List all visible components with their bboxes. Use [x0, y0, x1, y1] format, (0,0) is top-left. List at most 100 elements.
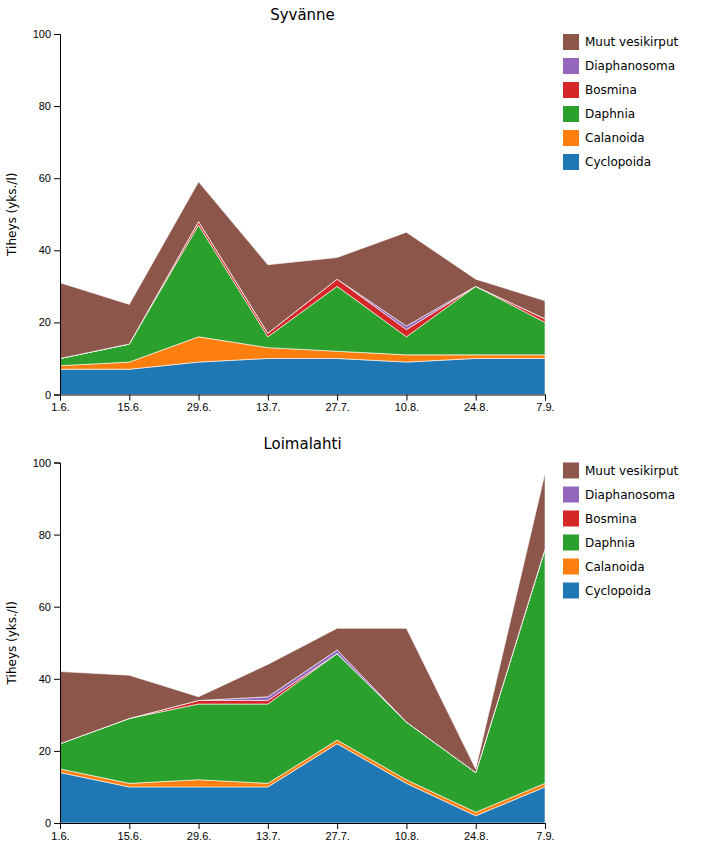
x-tick: 27.7.	[325, 823, 349, 842]
tick-label: 0	[45, 389, 51, 401]
area-layer	[60, 473, 545, 772]
axis-line	[61, 395, 546, 401]
legend-label: Bosmina	[585, 83, 637, 97]
legend-label: Cyclopoida	[585, 155, 651, 169]
tick-label: 29.6.	[187, 401, 211, 413]
tick-mark	[54, 679, 60, 680]
tick-mark	[406, 823, 407, 829]
x-tick: 15.6.	[118, 395, 142, 414]
panel: 1.6.15.6.29.6.13.7.27.7.10.8.24.8.7.9.02…	[5, 435, 679, 842]
tick-label: 13.7.	[256, 401, 280, 413]
legend-label: Cyclopoida	[585, 584, 651, 598]
legend-label: Daphnia	[585, 536, 635, 550]
legend-item: Cyclopoida	[563, 154, 651, 170]
tick-label: 60	[39, 172, 51, 184]
tick-mark	[476, 823, 477, 829]
tick-mark	[54, 34, 60, 35]
legend-swatch	[563, 559, 579, 575]
tick-mark	[54, 751, 60, 752]
tick-mark	[129, 395, 130, 401]
legend-item: Muut vesikirput	[563, 34, 679, 50]
tick-label: 15.6.	[118, 830, 142, 842]
x-axis: 1.6. 15.6. 29.6. 13.7. 27.7. 10.8. 24.8. 7.9.	[51, 395, 554, 414]
legend-item: Cyclopoida	[563, 583, 651, 599]
tick-label: 80	[39, 100, 51, 112]
tick-label: 29.6.	[187, 830, 211, 842]
x-tick: 27.7.	[325, 395, 349, 414]
x-tick: 24.8.	[464, 395, 488, 414]
y-tick: 0	[45, 817, 60, 829]
legend-swatch	[563, 487, 579, 503]
tick-label: 15.6.	[118, 401, 142, 413]
legend-item: Diaphanosoma	[563, 58, 675, 74]
legend-label: Muut vesikirput	[585, 464, 679, 478]
legend-swatch	[563, 58, 579, 74]
x-tick: 13.7.	[256, 823, 280, 842]
legend-item: Bosmina	[563, 511, 637, 527]
chart-root: 1.6. 15.6. 29.6. 13.7. 27.7. 10.8. 24.8. 7.9. 0 2…	[0, 0, 705, 857]
tick-label: 24.8.	[464, 830, 488, 842]
y-tick: 60	[39, 601, 60, 613]
y-tick: 20	[39, 316, 60, 328]
x-tick: 7.9.	[536, 395, 554, 414]
tick-mark	[54, 322, 60, 323]
tick-mark	[545, 823, 546, 829]
legend: Muut vesikirput Diaphanosoma Bosmina Daphni…	[563, 34, 679, 170]
tick-label: 80	[39, 529, 51, 541]
tick-label: 100	[33, 28, 51, 40]
legend-item: Daphnia	[563, 535, 635, 551]
legend-label: Calanoida	[585, 131, 645, 145]
tick-label: 0	[45, 817, 51, 829]
y-axis: 0 20 40 60 80 100	[33, 28, 61, 401]
tick-label: 20	[39, 745, 51, 757]
y-tick: 40	[39, 244, 60, 256]
tick-mark	[54, 535, 60, 536]
y-tick: 0	[45, 389, 60, 401]
y-axis-title: Tiheys (yks./l)	[5, 601, 19, 685]
x-tick: 29.6.	[187, 395, 211, 414]
legend-item: Diaphanosoma	[563, 487, 675, 503]
panel: 1.6. 15.6. 29.6. 13.7. 27.7. 10.8. 24.8. 7.9. 0 2…	[5, 6, 679, 413]
y-tick: 80	[39, 100, 60, 112]
y-tick: 60	[39, 172, 60, 184]
tick-label: 27.7.	[325, 830, 349, 842]
axis-line	[54, 463, 61, 824]
x-tick: 7.9.	[536, 823, 554, 842]
tick-mark	[268, 395, 269, 401]
tick-label: 10.8.	[395, 401, 419, 413]
tick-label: 20	[39, 316, 51, 328]
legend-item: Muut vesikirput	[563, 463, 679, 479]
areas	[60, 473, 545, 823]
x-tick: 13.7.	[256, 395, 280, 414]
area-layer	[60, 182, 545, 359]
areas	[60, 182, 545, 395]
tick-label: 1.6.	[51, 830, 69, 842]
tick-mark	[406, 395, 407, 401]
legend-item: Calanoida	[563, 130, 645, 146]
legend-label: Diaphanosoma	[585, 488, 675, 502]
tick-mark	[129, 823, 130, 829]
legend-item: Bosmina	[563, 82, 637, 98]
legend-swatch	[563, 154, 579, 170]
chart-title: Loimalahti	[263, 435, 341, 453]
legend-item: Daphnia	[563, 106, 635, 122]
tick-label: 40	[39, 244, 51, 256]
y-tick: 80	[39, 529, 60, 541]
tick-label: 27.7.	[325, 401, 349, 413]
tick-label: 1.6.	[51, 401, 69, 413]
x-tick: 29.6.	[187, 823, 211, 842]
tick-mark	[54, 607, 60, 608]
tick-label: 100	[33, 457, 51, 469]
tick-mark	[54, 106, 60, 107]
legend-item: Calanoida	[563, 559, 645, 575]
tick-label: 7.9.	[536, 401, 554, 413]
y-tick: 40	[39, 673, 60, 685]
legend-label: Daphnia	[585, 107, 635, 121]
tick-mark	[199, 395, 200, 401]
legend-swatch	[563, 463, 579, 479]
tick-mark	[337, 823, 338, 829]
legend-swatch	[563, 511, 579, 527]
tick-label: 13.7.	[256, 830, 280, 842]
tick-mark	[268, 823, 269, 829]
y-axis-title: Tiheys (yks./l)	[5, 173, 19, 257]
